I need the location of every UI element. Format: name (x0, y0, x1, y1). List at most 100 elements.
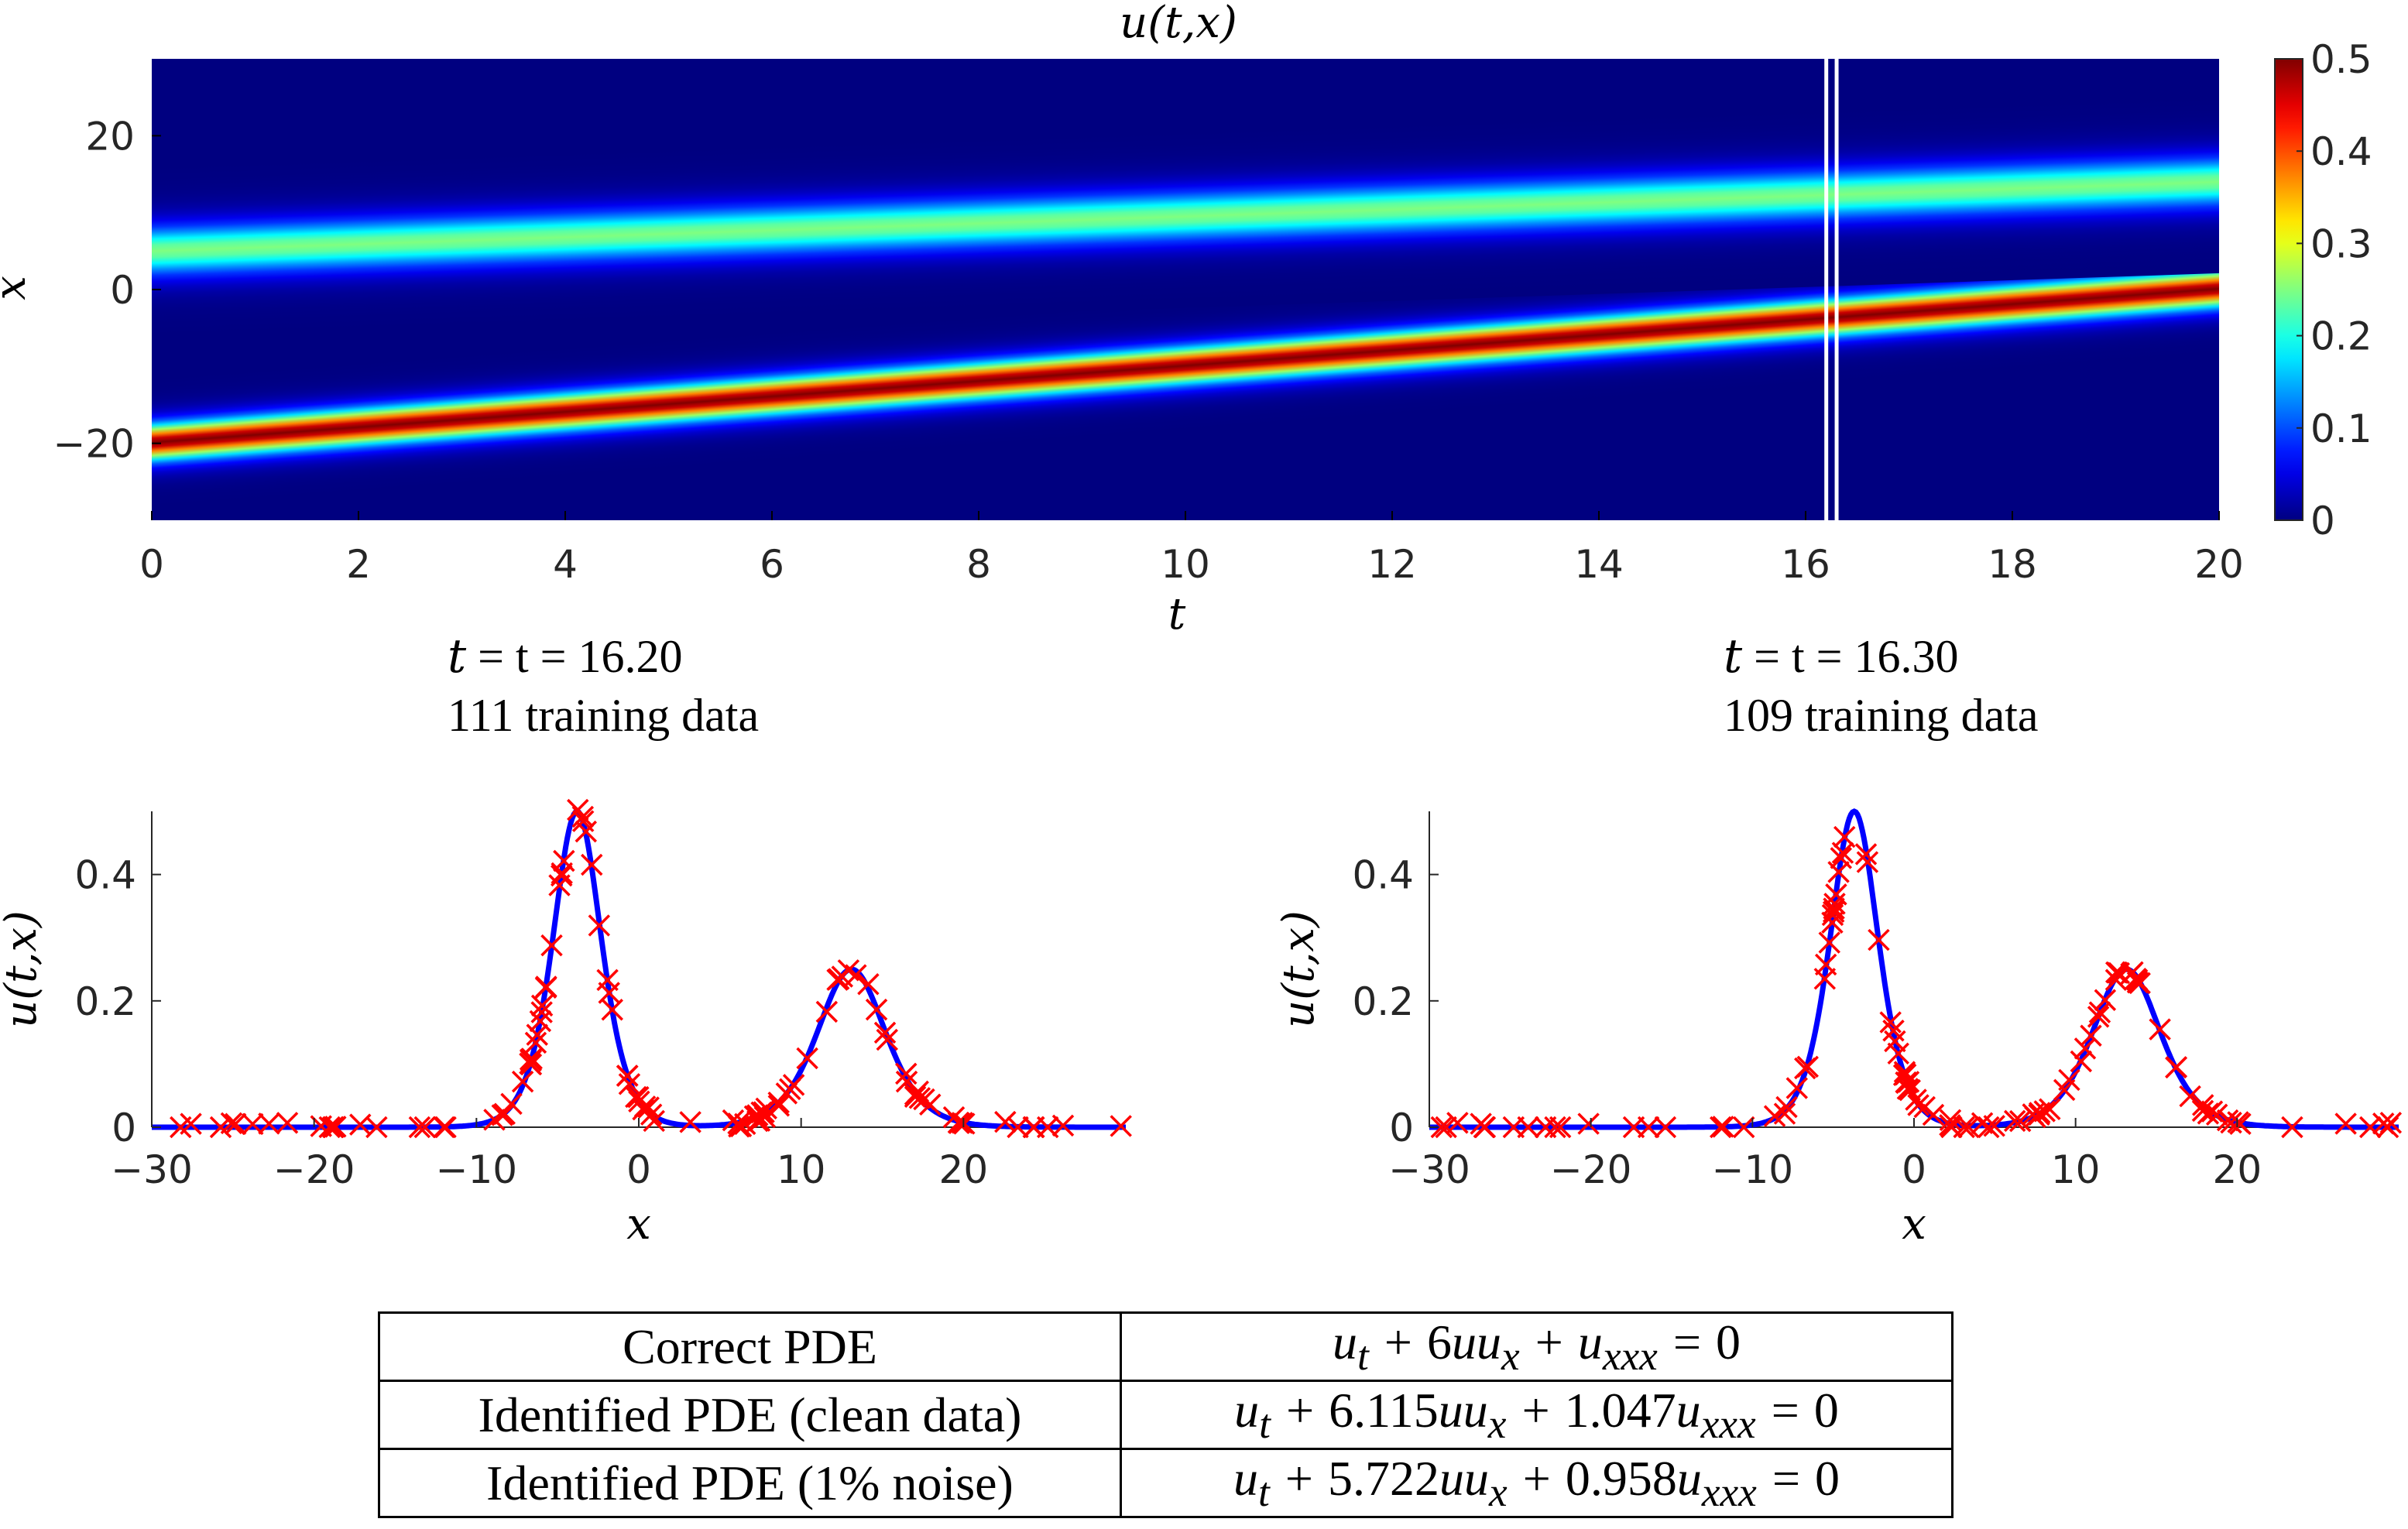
x-tick-label: 0 (626, 1147, 651, 1192)
training-data-marker (640, 1103, 663, 1126)
training-data-marker (876, 1028, 899, 1051)
x-tick-label: 0 (139, 542, 164, 587)
y-tick-label: 0 (111, 1106, 136, 1150)
x-tick-label: −30 (111, 1147, 193, 1192)
y-tick-label: 20 (85, 114, 135, 159)
training-data-marker (2104, 968, 2128, 992)
training-data-marker (857, 973, 880, 996)
training-data-marker (2087, 1006, 2110, 1028)
pde-comparison-table: Correct PDE ut + 6uux + uxxx = 0 Identif… (378, 1311, 1953, 1518)
y-axis-label: u(t,x) (1274, 910, 1324, 1028)
training-data-marker (2070, 1050, 2093, 1073)
training-data-marker (1577, 1112, 1600, 1135)
training-data-marker (2216, 1109, 2239, 1132)
table-cell-label: Identified PDE (1% noise) (378, 1448, 1122, 1518)
training-data-marker (873, 1021, 897, 1044)
training-data-marker (1978, 1116, 2000, 1139)
training-data-marker (2003, 1109, 2026, 1133)
colorbar-tick-label: 0.1 (2310, 406, 2372, 451)
training-data-marker (349, 1113, 372, 1136)
x-tick-label: 16 (1781, 542, 1830, 587)
training-data-marker (535, 975, 557, 998)
x-axis-label: x (626, 1199, 651, 1250)
training-data-marker (520, 1047, 543, 1070)
x-tick-label: 20 (2213, 1147, 2262, 1192)
training-data-marker (1007, 1116, 1029, 1139)
training-data-marker (322, 1116, 345, 1139)
training-data-marker (1435, 1116, 1457, 1139)
training-data-marker (618, 1073, 641, 1095)
colorbar-tick-label: 0 (2310, 499, 2335, 543)
training-data-marker (942, 1106, 966, 1129)
training-data-marker (1473, 1116, 1496, 1139)
training-data-marker (1827, 861, 1850, 883)
training-data-marker (1899, 1078, 1921, 1102)
heatmap-plot (152, 59, 2219, 520)
training-data-marker (616, 1064, 639, 1087)
training-data-marker (815, 1000, 839, 1023)
x-tick-label: −30 (1388, 1147, 1470, 1192)
training-data-marker (1854, 843, 1878, 866)
training-data-marker (895, 1062, 918, 1085)
training-data-marker (2165, 1056, 2187, 1079)
training-data-marker (2191, 1099, 2214, 1123)
x-tick-label: 8 (966, 542, 991, 587)
training-data-marker (2372, 1112, 2395, 1135)
training-data-marker (1732, 1116, 1755, 1139)
x-tick-label: 20 (2194, 542, 2244, 587)
training-data-marker (529, 1010, 552, 1033)
coef-a: 6.115 (1329, 1383, 1439, 1438)
training-data-marker (1830, 847, 1853, 869)
y-tick-label: 0 (1389, 1106, 1414, 1150)
training-data-marker (433, 1116, 455, 1139)
x-tick-label: −20 (273, 1147, 355, 1192)
training-data-marker (1868, 928, 1890, 951)
training-data-marker (2359, 1116, 2382, 1139)
table-cell-equation: ut + 5.722uux + 0.958uxxx = 0 (1120, 1448, 1953, 1518)
training-data-marker (826, 968, 849, 991)
training-data-marker (2022, 1103, 2044, 1126)
training-data-marker (2149, 1018, 2171, 1040)
x-tick-label: 20 (939, 1147, 989, 1192)
left-panel-time: t = 16.20 (515, 631, 683, 682)
heatmap-axes: 0 2 4 6 8 10 12 14 16 18 20 −20 0 20 (53, 114, 2243, 587)
training-data-marker (2039, 1098, 2061, 1121)
x-tick-label: −20 (1550, 1147, 1632, 1192)
x-tick-label: 10 (2051, 1147, 2101, 1192)
training-data-marker (520, 1053, 543, 1076)
training-data-marker (413, 1116, 436, 1139)
training-data-marker (1022, 1116, 1044, 1139)
x-tick-label: −10 (436, 1147, 518, 1192)
x-axis-label: x (1902, 1199, 1926, 1250)
training-data-marker (1957, 1116, 1980, 1139)
training-data-marker (408, 1116, 431, 1139)
right-panel-time: t = 16.30 (1791, 631, 1959, 682)
training-data-marker (2281, 1116, 2303, 1139)
x-tick-label: 10 (777, 1147, 826, 1192)
training-data-marker (1622, 1116, 1645, 1139)
training-data-marker (1913, 1095, 1936, 1119)
training-data-marker (491, 1104, 513, 1126)
heatmap-y-axis-label: x (0, 276, 36, 300)
training-data-marker (1953, 1116, 1975, 1139)
colorbar-tick-label: 0.2 (2310, 314, 2372, 359)
training-data-marker (1879, 1011, 1902, 1034)
training-data-marker (904, 1085, 927, 1108)
training-data-marker (1773, 1102, 1796, 1125)
table-row: Identified PDE (clean data) ut + 6.115uu… (378, 1380, 1953, 1450)
training-data-marker (588, 914, 611, 937)
training-data-marker (2074, 1037, 2097, 1060)
training-data-marker (571, 805, 595, 828)
training-data-marker (581, 853, 603, 876)
solution-curve (152, 808, 1126, 1130)
soliton-band (152, 224, 2219, 508)
table-cell-equation: ut + 6.115uux + 1.047uxxx = 0 (1120, 1380, 1953, 1450)
training-data-marker (526, 1023, 548, 1046)
heatmap-x-axis-label: t (1168, 589, 1186, 639)
table-cell-equation: ut + 6uux + uxxx = 0 (1120, 1311, 1953, 1382)
table-cell-label: Identified PDE (clean data) (378, 1380, 1122, 1450)
right-panel-count: 109 training data (1724, 690, 2039, 741)
training-data-marker (1785, 1077, 1809, 1099)
training-data-marker (679, 1111, 701, 1133)
